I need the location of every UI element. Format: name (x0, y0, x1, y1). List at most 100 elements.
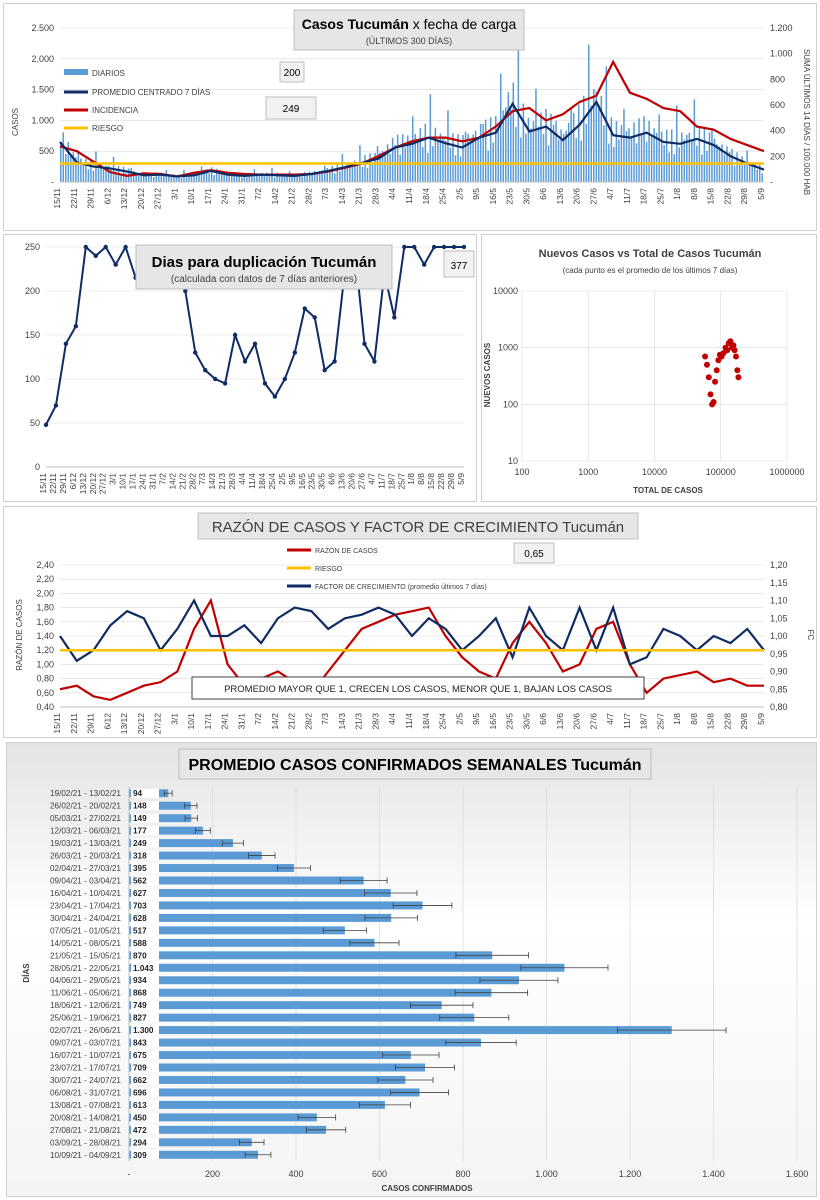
x-tick: 800 (455, 1169, 470, 1179)
daily-bar (525, 133, 527, 182)
daily-bar (306, 173, 308, 182)
week-label: 21/05/21 - 15/05/21 (50, 951, 121, 960)
doubling-point (193, 350, 198, 355)
value-label-bg (131, 963, 159, 973)
c2-date-tick: 21/3 (217, 473, 227, 490)
week-label: 07/05/21 - 01/05/21 (50, 926, 121, 935)
scatter-point (707, 391, 714, 398)
week-bar (129, 951, 493, 960)
daily-bar (610, 117, 613, 182)
c2-date-tick: 15/11 (38, 473, 48, 494)
y2-tick: 400 (770, 126, 785, 136)
chart-title-box (293, 9, 525, 51)
doubling-point (272, 394, 278, 399)
value-label: 517 (133, 926, 147, 935)
daily-bar (638, 118, 640, 182)
y-tick: 1.000 (31, 115, 54, 125)
daily-bar (550, 113, 552, 182)
legend-diarios: DIARIOS (92, 69, 125, 78)
daily-bar (444, 140, 447, 182)
daily-bar (658, 114, 660, 182)
daily-bar (708, 132, 711, 182)
y2-tick: 800 (770, 74, 785, 84)
chart-subtitle: (calculada con datos de 7 días anteriore… (171, 274, 357, 285)
daily-bar (361, 166, 364, 182)
daily-bar (158, 175, 160, 182)
c1-date-tick: 1/8 (672, 188, 682, 200)
daily-bar (236, 172, 238, 182)
daily-bar (681, 132, 683, 182)
week-label: 10/09/21 - 04/09/21 (50, 1151, 121, 1160)
y-tick: 50 (30, 418, 40, 428)
value-label-bg (131, 1050, 159, 1060)
daily-bar (278, 176, 281, 182)
c4-date-tick: 6/6 (538, 713, 548, 725)
daily-bar (137, 173, 140, 182)
c4-date-tick: 14/3 (337, 713, 347, 730)
y2-tick: 1.000 (770, 49, 793, 59)
value-label: 675 (133, 1051, 147, 1060)
c2-date-tick: 22/8 (436, 473, 446, 490)
week-bar (129, 1075, 406, 1084)
c4-date-tick: 14/2 (270, 713, 280, 730)
c1-date-tick: 29/8 (739, 188, 749, 205)
daily-bar (268, 176, 271, 182)
c1-date-tick: 20/6 (572, 188, 582, 205)
week-bar (129, 1038, 481, 1047)
c4-date-tick: 1/8 (672, 713, 682, 725)
y-tick: 100 (503, 399, 518, 409)
y-tick: 1,20 (36, 645, 54, 655)
daily-bar (301, 176, 303, 182)
daily-bar (298, 173, 301, 182)
c4-date-tick: 5/9 (756, 713, 766, 725)
week-bar (129, 926, 345, 935)
weekly-average-chart-panel: - 200 400 600 800 1.000 1.200 1.400 1.600 19/02/2… (6, 742, 817, 1197)
daily-bar (447, 110, 449, 182)
daily-bar (683, 139, 686, 182)
daily-bar (67, 141, 70, 182)
c2-date-tick: 16/5 (297, 473, 307, 490)
daily-bar (354, 160, 356, 182)
value-label-bg (131, 1013, 159, 1023)
daily-bar (263, 174, 266, 182)
c4-date-tick: 6/12 (102, 713, 112, 730)
week-bar (129, 888, 391, 897)
daily-bar (409, 140, 411, 182)
week-label: 23/04/21 - 17/04/21 (50, 901, 121, 910)
value-label-bg (131, 888, 159, 898)
daily-bar (482, 123, 484, 182)
week-label: 30/07/21 - 24/07/21 (50, 1076, 121, 1085)
c4-date-tick: 29/8 (739, 713, 749, 730)
daily-bar (562, 133, 565, 182)
value-label: 588 (133, 939, 147, 948)
y2-tick: 1,00 (770, 631, 788, 641)
daily-bar (751, 165, 753, 182)
y-axis-label: NUEVOS CASOS (483, 342, 492, 407)
value-label-bg (131, 826, 159, 836)
value-label: 318 (133, 852, 147, 861)
daily-bar (160, 172, 163, 182)
y-tick: 0,40 (36, 702, 54, 712)
daily-bar (246, 177, 248, 182)
c1-date-tick: 15/8 (706, 188, 716, 205)
daily-bar (487, 150, 489, 182)
daily-bar (449, 147, 452, 182)
daily-bar (535, 88, 537, 182)
doubling-point (392, 315, 397, 320)
daily-bar (150, 172, 153, 182)
daily-bar (625, 131, 628, 182)
doubling-point (441, 244, 447, 250)
daily-bar (218, 170, 220, 182)
daily-bar (92, 170, 95, 182)
week-bar (129, 988, 492, 997)
daily-bar (336, 164, 339, 182)
c2-date-tick: 27/12 (98, 473, 108, 495)
week-bar (129, 1088, 420, 1097)
y-tick: 2.500 (31, 23, 54, 33)
c4-date-tick: 15/8 (706, 713, 716, 730)
week-bar (129, 1013, 475, 1022)
c1-date-tick: 30/5 (521, 188, 531, 205)
value-label-bg (131, 1125, 159, 1135)
c4-date-tick: 21/2 (287, 713, 297, 730)
daily-bar (366, 167, 369, 182)
